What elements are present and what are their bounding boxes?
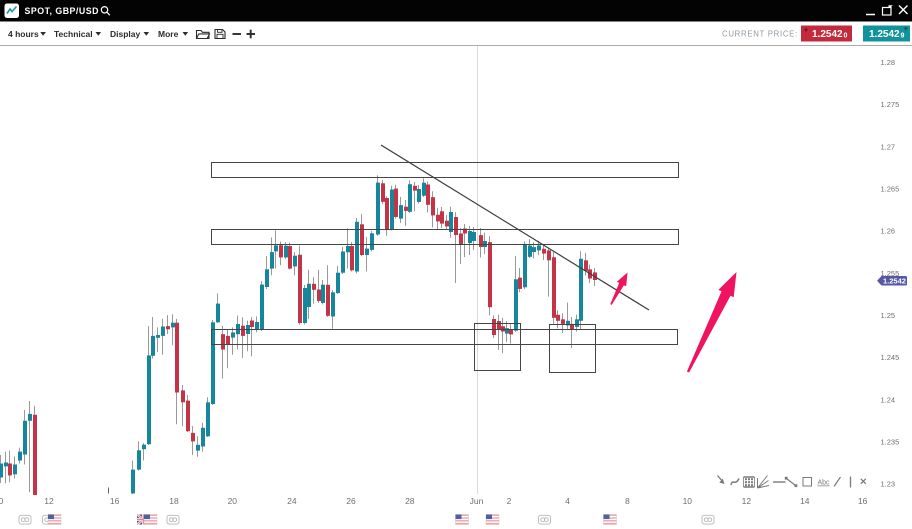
svg-text:0: 0 bbox=[0, 496, 4, 506]
svg-text:20: 20 bbox=[228, 496, 238, 506]
svg-text:0: 0 bbox=[844, 33, 848, 40]
svg-text:8: 8 bbox=[625, 496, 630, 506]
svg-text:18: 18 bbox=[169, 496, 179, 506]
svg-text:SPOT, GBP/USD: SPOT, GBP/USD bbox=[25, 6, 99, 16]
svg-text:10: 10 bbox=[683, 496, 693, 506]
svg-text:1.275: 1.275 bbox=[881, 100, 900, 109]
svg-text:1.265: 1.265 bbox=[881, 185, 900, 194]
svg-text:Display: Display bbox=[110, 29, 141, 39]
svg-text:1.255: 1.255 bbox=[881, 269, 900, 278]
svg-text:Technical: Technical bbox=[54, 29, 93, 39]
svg-text:12: 12 bbox=[742, 496, 752, 506]
svg-text:Abc: Abc bbox=[818, 480, 831, 487]
svg-text:1.235: 1.235 bbox=[881, 438, 900, 447]
svg-text:1.23: 1.23 bbox=[881, 480, 896, 489]
svg-text:1.2542: 1.2542 bbox=[883, 277, 906, 286]
svg-text:9: 9 bbox=[901, 33, 905, 40]
svg-text:2: 2 bbox=[507, 496, 512, 506]
svg-text:1.245: 1.245 bbox=[881, 353, 900, 362]
svg-text:14: 14 bbox=[800, 496, 810, 506]
svg-text:1.24: 1.24 bbox=[881, 395, 896, 404]
svg-text:4: 4 bbox=[565, 496, 570, 506]
svg-text:24: 24 bbox=[287, 496, 297, 506]
svg-text:4 hours: 4 hours bbox=[8, 29, 39, 39]
svg-text:12: 12 bbox=[44, 496, 54, 506]
svg-text:Jun: Jun bbox=[470, 496, 484, 506]
svg-text:CURRENT PRICE:: CURRENT PRICE: bbox=[722, 30, 798, 39]
svg-text:1.25: 1.25 bbox=[881, 311, 896, 320]
svg-text:16: 16 bbox=[110, 496, 120, 506]
svg-text:16: 16 bbox=[858, 496, 868, 506]
svg-text:1.28: 1.28 bbox=[881, 58, 896, 67]
svg-text:1.26: 1.26 bbox=[881, 227, 896, 236]
svg-text:More: More bbox=[158, 29, 179, 39]
svg-text:1.27: 1.27 bbox=[881, 142, 896, 151]
svg-text:28: 28 bbox=[405, 496, 415, 506]
svg-text:26: 26 bbox=[346, 496, 356, 506]
svg-text:1.2542: 1.2542 bbox=[869, 29, 900, 40]
svg-text:1.2542: 1.2542 bbox=[812, 29, 843, 40]
